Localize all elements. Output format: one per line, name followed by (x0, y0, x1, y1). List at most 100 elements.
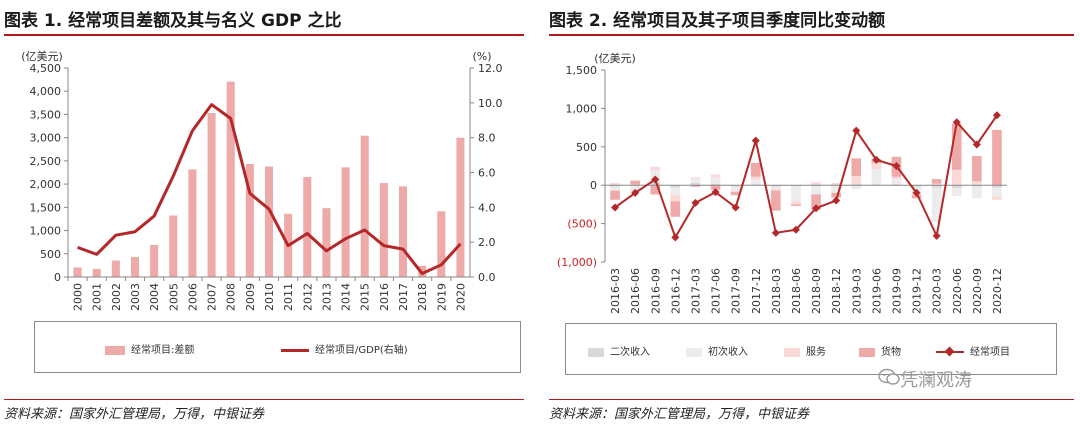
bar-服务-2016-03 (610, 182, 620, 186)
bar-2015 (360, 135, 369, 277)
bar-货物-2020-12 (992, 129, 1002, 186)
legend-item-bar: 经常项目:差额 (105, 341, 194, 356)
bar-2008 (226, 81, 235, 277)
legend-label: 服务 (806, 347, 826, 358)
x-tick-label: 2012 (301, 283, 314, 311)
chart-1-plot: 0 500 1,000 1,500 2,000 2,500 3,000 3,500 4,000 4… (21, 50, 502, 311)
bar-2010 (264, 166, 274, 277)
bar-货物-2020-03 (931, 179, 942, 184)
right-tick-label: 6.0 (478, 167, 496, 180)
y-tick-label: 500 (576, 141, 597, 154)
right-tick-label: 4.0 (478, 201, 496, 214)
chart-1-source: 资料来源：国家外汇管理局，万得，中银证券 (4, 407, 265, 422)
bar-货物-2016-09 (650, 185, 661, 195)
legend-label: 货物 (881, 347, 901, 358)
bar-初次收入-2020-03 (931, 187, 942, 223)
bar-初次收入-2020-12 (992, 187, 1002, 197)
chart-panel-1: 图表 1. 经常项目差额及其与名义 GDP 之比 0 500 1,000 1,500 2… (0, 0, 530, 429)
legend-swatch (936, 346, 964, 357)
bar-初次收入-2017-03 (690, 179, 701, 183)
legend-label: 初次收入 (708, 347, 748, 358)
x-tick-label: 2008 (225, 283, 238, 311)
source-rule (4, 399, 524, 400)
bar-服务-2016-12 (670, 195, 681, 202)
legend-item-货物: 货物 (859, 343, 901, 358)
bar-货物-2016-12 (670, 201, 681, 217)
bar-二次收入-2020-09 (972, 185, 982, 187)
bar-二次收入-2016-12 (670, 185, 681, 188)
bar-2019 (437, 211, 446, 277)
left-tick-label: 2,000 (30, 178, 62, 191)
legend-item-二次收入: 二次收入 (588, 343, 650, 358)
bar-服务-2019-09 (891, 176, 902, 180)
bar-2012 (303, 176, 312, 277)
x-tick-label: 2019-12 (911, 268, 924, 314)
legend-label: 二次收入 (610, 347, 650, 358)
legend-item-服务: 服务 (784, 343, 826, 358)
bar-服务-2018-06 (791, 201, 801, 205)
bar-初次收入-2019-09 (891, 179, 902, 185)
bar-货物-2018-03 (771, 190, 781, 211)
legend-item-初次收入: 初次收入 (686, 343, 748, 358)
bar-服务-2017-03 (690, 177, 701, 180)
x-tick-label: 2016-09 (649, 268, 662, 314)
x-tick-label: 2002 (110, 283, 123, 311)
line-point-2018-12 (832, 196, 841, 205)
line-swatch (281, 348, 309, 352)
bar-初次收入-2016-03 (610, 186, 620, 191)
x-tick-label: 2013 (320, 283, 333, 311)
legend-swatch (686, 347, 702, 357)
x-tick-label: 2018-12 (830, 268, 843, 314)
bar-二次收入-2019-03 (851, 183, 862, 186)
line-point-2017-06 (711, 188, 720, 197)
bar-2007 (207, 112, 216, 277)
bar-2016 (379, 183, 388, 277)
bar-二次收入-2017-06 (710, 183, 721, 186)
legend-swatch (859, 347, 875, 357)
x-tick-label: 2020-06 (951, 268, 964, 314)
left-tick-label: 1,500 (30, 201, 62, 214)
bar-二次收入-2020-12 (992, 185, 1002, 188)
bar-2000 (73, 267, 82, 277)
bar-2003 (130, 256, 140, 277)
chart-2-axis-label: (亿美元) (594, 52, 636, 65)
line-point-2019-03 (852, 126, 861, 135)
y-tick-label: (1,000) (557, 256, 597, 269)
left-tick-label: 2,500 (30, 155, 62, 168)
chart-2-plot: 1,500 1,000 500 0 (500) (1,000) 2016-03 2016-06… (557, 52, 1007, 314)
y-tick-label: 1,500 (566, 64, 598, 77)
legend-swatch (784, 347, 800, 357)
left-tick-label: 3,500 (30, 108, 62, 121)
x-tick-label: 2019 (435, 283, 448, 311)
bar-二次收入-2016-09 (650, 182, 661, 186)
bar-2002 (111, 260, 120, 277)
x-tick-label: 2007 (206, 283, 219, 311)
legend-diamond-marker (944, 346, 955, 357)
bar-初次收入-2018-06 (791, 185, 801, 202)
x-tick-label: 2020-12 (991, 268, 1004, 314)
right-tick-label: 8.0 (478, 132, 496, 145)
legend-label: 经常项目 (970, 347, 1010, 358)
y-tick-label: (500) (567, 218, 597, 231)
bar-服务-2019-03 (851, 175, 862, 184)
right-tick-label: 0.0 (478, 271, 496, 284)
line-point-2020-09 (972, 140, 981, 149)
x-tick-label: 2010 (263, 283, 276, 311)
legend-swatch (588, 347, 604, 357)
bar-二次收入-2020-03 (931, 185, 942, 188)
bar-服务-2017-09 (730, 190, 741, 193)
bar-2013 (322, 208, 331, 277)
x-tick-label: 2020 (454, 283, 467, 311)
line-point-2017-03 (691, 198, 700, 207)
line-point-2019-06 (872, 155, 881, 164)
left-tick-label: 500 (40, 248, 61, 261)
bar-初次收入-2019-03 (851, 185, 862, 190)
bar-服务-2020-09 (972, 181, 982, 186)
x-tick-label: 2019-09 (890, 268, 903, 314)
legend-item-line: 经常项目/GDP(右轴) (281, 341, 408, 356)
bar-服务-2020-03 (931, 183, 942, 186)
bar-服务-2017-06 (710, 174, 721, 178)
chart-panel-2: 图表 2. 经常项目及其子项目季度同比变动额 1,500 1,000 500 0 (50… (545, 0, 1080, 429)
bar-货物-2017-06 (710, 185, 721, 190)
x-tick-label: 2006 (186, 283, 199, 311)
